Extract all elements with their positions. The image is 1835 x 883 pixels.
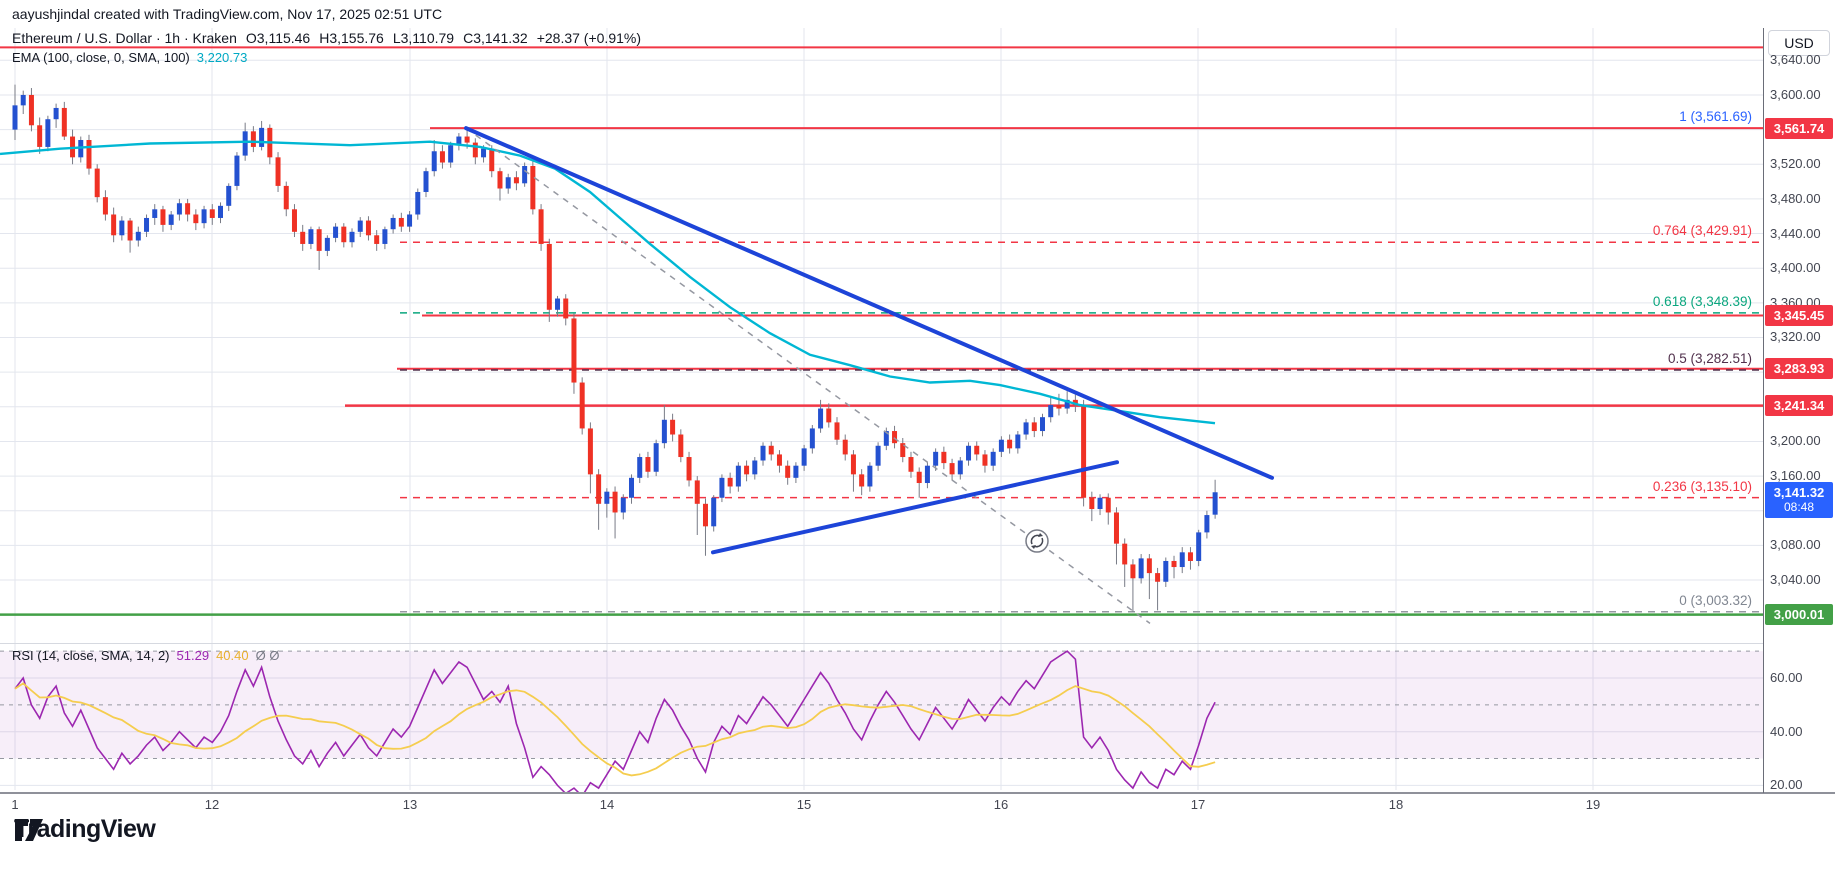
rsi-label: RSI (14, close, SMA, 14, 2)	[12, 648, 170, 663]
ohlc-low: L3,110.79	[392, 30, 455, 46]
dashed-trendline[interactable]	[465, 127, 1151, 624]
rsi-sma-value: 40.40	[216, 648, 249, 663]
price-tick-label[interactable]: 3,040.00	[1770, 572, 1821, 588]
change-value: +28.37 (+0.91%)	[536, 30, 641, 46]
rsi-tick-label[interactable]: 60.00	[1770, 670, 1803, 685]
rsi-empty-markers: Ø Ø	[255, 648, 280, 663]
fib-level-label: 0.618 (3,348.39)	[1652, 293, 1752, 309]
trendline[interactable]	[711, 460, 1119, 555]
fib-level-label: 1 (3,561.69)	[1679, 109, 1752, 125]
ema-value: 3,220.73	[196, 50, 248, 65]
tradingview-logo-icon	[15, 819, 43, 841]
rsi-value: 51.29	[176, 648, 210, 663]
rsi-tick-label[interactable]: 40.00	[1770, 723, 1803, 739]
price-tick-label[interactable]: 3,080.00	[1770, 537, 1821, 553]
price-badge: 3,561.74	[1765, 117, 1833, 139]
ema-line[interactable]	[0, 140, 1216, 425]
date-label[interactable]: 16	[993, 797, 1009, 812]
trendline[interactable]	[464, 126, 1274, 480]
price-badge: 3,345.45	[1765, 304, 1833, 326]
ohlc-high: H3,155.76	[319, 30, 384, 46]
rsi-legend[interactable]: RSI (14, close, SMA, 14, 2) 51.29 40.40 …	[12, 648, 279, 663]
ema-legend[interactable]: EMA (100, close, 0, SMA, 100) 3,220.73	[12, 50, 247, 65]
grid-lines	[0, 28, 1763, 790]
price-tick-label[interactable]: 3,640.00	[1770, 52, 1821, 68]
symbol-legend[interactable]: Ethereum / U.S. Dollar · 1h · Kraken O3,…	[12, 30, 641, 46]
price-badge: 3,283.93	[1765, 358, 1833, 380]
price-tick-label[interactable]: 3,480.00	[1770, 190, 1821, 206]
fib-level-label: 0.236 (3,135.10)	[1652, 478, 1752, 494]
fib-level-label: 0 (3,003.32)	[1679, 592, 1752, 608]
date-label[interactable]: 1	[11, 797, 19, 812]
rsi-sma-line[interactable]	[14, 682, 1216, 777]
currency-label: USD	[1784, 35, 1814, 51]
ohlc-open: O3,115.46	[245, 30, 311, 46]
ema-label: EMA (100, close, 0, SMA, 100)	[12, 50, 190, 65]
ohlc-close: C3,141.32	[463, 30, 528, 46]
rsi-tick-label[interactable]: 20.00	[1770, 777, 1803, 793]
tradingview-logo[interactable]: TradingView	[14, 815, 156, 844]
price-tick-label[interactable]: 3,400.00	[1770, 260, 1821, 276]
price-tick-label[interactable]: 3,200.00	[1770, 433, 1821, 449]
fib-level-label: 0.5 (3,282.51)	[1667, 350, 1752, 366]
drawing-anchor-icon[interactable]	[1025, 529, 1049, 553]
attribution-text: aayushjindal created with TradingView.co…	[12, 6, 443, 22]
price-badge: 3,000.01	[1765, 604, 1833, 626]
currency-toggle-button[interactable]: USD	[1768, 30, 1830, 56]
rsi-line[interactable]	[14, 650, 1216, 796]
price-tick-label[interactable]: 3,440.00	[1770, 225, 1821, 241]
date-label[interactable]: 12	[204, 797, 220, 812]
date-label[interactable]: 14	[599, 797, 615, 812]
price-tick-label[interactable]: 3,600.00	[1770, 86, 1821, 102]
price-tick-label[interactable]: 3,520.00	[1770, 156, 1821, 172]
symbol-title: Ethereum / U.S. Dollar · 1h · Kraken	[12, 30, 237, 46]
fib-level-label: 0.764 (3,429.91)	[1652, 223, 1752, 239]
countdown-timer: 08:48	[1783, 499, 1815, 514]
date-label[interactable]: 15	[796, 797, 812, 812]
candles-layer	[12, 84, 1218, 612]
date-label[interactable]: 17	[1190, 797, 1206, 812]
price-badge: 3,141.32 08:48	[1765, 481, 1833, 518]
date-label[interactable]: 18	[1388, 797, 1404, 812]
date-label[interactable]: 13	[402, 797, 418, 812]
price-badge: 3,241.34	[1765, 395, 1833, 417]
price-tick-label[interactable]: 3,320.00	[1770, 329, 1821, 345]
date-label[interactable]: 19	[1585, 797, 1601, 812]
price-tick-label[interactable]: 3,160.00	[1770, 468, 1821, 484]
